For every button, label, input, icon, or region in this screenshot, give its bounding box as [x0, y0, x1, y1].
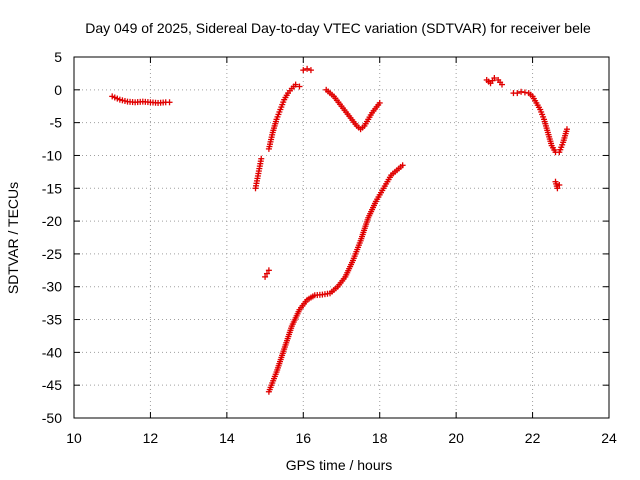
x-axis-title: GPS time / hours — [286, 457, 393, 473]
data-point — [300, 67, 307, 74]
data-point — [166, 99, 173, 106]
y-axis-title: SDTVAR / TECUs — [5, 182, 21, 294]
x-tick-label: 22 — [525, 430, 541, 446]
x-tick-label: 14 — [219, 430, 235, 446]
data-point — [521, 89, 528, 96]
data-point — [263, 270, 270, 277]
y-tick-label: -35 — [42, 312, 62, 328]
data-point — [296, 83, 303, 90]
data-point — [491, 75, 498, 82]
data-point — [258, 155, 265, 162]
data-point — [265, 267, 272, 274]
data-point — [556, 181, 563, 188]
x-tick-label: 18 — [372, 430, 388, 446]
y-tick-label: -45 — [42, 377, 62, 393]
y-tick-label: -5 — [50, 115, 63, 131]
x-tick-label: 20 — [448, 430, 464, 446]
y-tick-label: -30 — [42, 279, 62, 295]
y-tick-label: 0 — [54, 82, 62, 98]
data-point — [304, 65, 311, 72]
x-tick-label: 16 — [295, 430, 311, 446]
axes: 10 12 14 16 18 20 22 24 5 0 -5 -10 -15 -20 -25 -30 -35 -4… — [42, 49, 617, 446]
data-point — [499, 81, 505, 88]
data-point — [307, 67, 314, 74]
data-point — [518, 88, 525, 95]
chart-title: Day 049 of 2025, Sidereal Day-to-day VTE… — [85, 20, 591, 36]
data-point — [262, 273, 269, 280]
x-tick-label: 10 — [66, 430, 82, 446]
data-point — [292, 81, 299, 88]
plot-frame — [73, 56, 610, 419]
grid — [74, 57, 609, 418]
data-point — [376, 99, 383, 106]
data-point — [554, 185, 561, 192]
y-tick-label: -25 — [42, 246, 62, 262]
y-tick-label: 5 — [54, 49, 62, 65]
data-points — [109, 65, 570, 395]
x-tick-label: 24 — [601, 430, 617, 446]
y-tick-label: -40 — [42, 344, 62, 360]
data-point — [563, 126, 570, 133]
data-point — [399, 162, 406, 169]
x-tick-label: 12 — [143, 430, 159, 446]
y-tick-label: -20 — [42, 213, 62, 229]
y-tick-label: -50 — [42, 410, 62, 426]
data-point — [514, 90, 521, 97]
y-tick-label: -10 — [42, 147, 62, 163]
y-tick-label: -15 — [42, 180, 62, 196]
